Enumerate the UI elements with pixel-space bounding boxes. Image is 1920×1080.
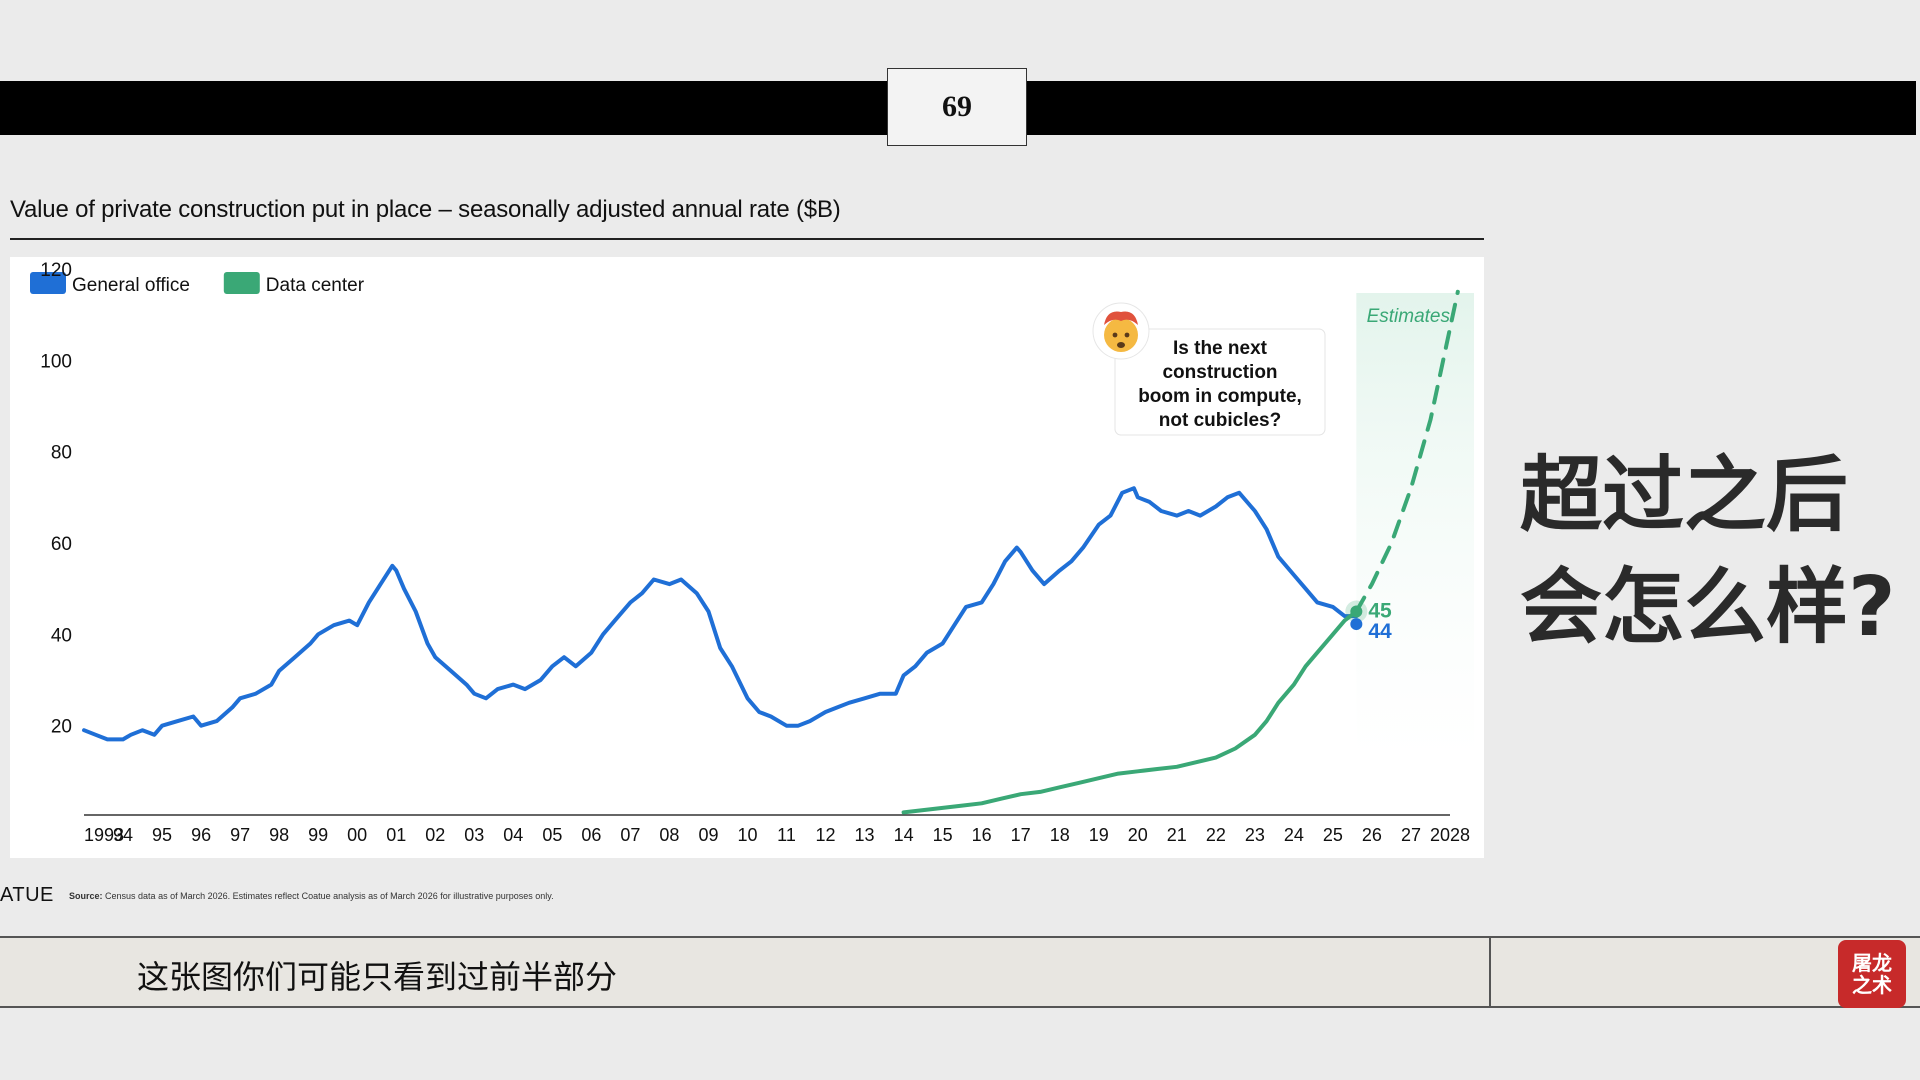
x-tick-label-10: 03 — [464, 825, 484, 845]
y-tick-label-4: 100 — [40, 351, 72, 372]
x-tick-label-0: 1993 — [84, 825, 124, 845]
x-tick-label-11: 04 — [503, 825, 523, 845]
x-tick-label-15: 08 — [659, 825, 679, 845]
legend-swatch-0 — [30, 272, 66, 294]
office-end-point — [1350, 618, 1363, 631]
channel-logo-text: 屠龙之术 — [1852, 951, 1892, 997]
brand-wordmark: ATUE — [0, 884, 54, 906]
page-number: 69 — [942, 90, 972, 123]
mind-blown-emoji-icon — [1104, 318, 1138, 352]
x-tick-label-31: 24 — [1284, 825, 1304, 845]
x-tick-label-30: 23 — [1245, 825, 1265, 845]
legend-label-1: Data center — [266, 275, 365, 296]
x-tick-label-29: 22 — [1206, 825, 1226, 845]
x-tick-label-35: 2028 — [1430, 825, 1470, 845]
x-tick-label-7: 00 — [347, 825, 367, 845]
x-tick-label-13: 06 — [581, 825, 601, 845]
source-text: Census data as of March 2026. Estimates … — [105, 891, 554, 901]
series-line-data-center-estimate — [1354, 289, 1460, 614]
channel-logo: 屠龙之术 — [1838, 940, 1906, 1008]
subtitle-divider — [1489, 938, 1491, 1006]
x-tick-label-1: 94 — [113, 825, 133, 845]
overlay-heading: 超过之后 会怎么样? — [1520, 440, 1910, 664]
series-line-data-center — [901, 609, 1359, 815]
x-tick-label-19: 12 — [816, 825, 836, 845]
x-tick-label-34: 27 — [1401, 825, 1421, 845]
x-tick-label-6: 99 — [308, 825, 328, 845]
x-tick-label-25: 18 — [1050, 825, 1070, 845]
subtitle-text: 这张图你们可能只看到过前半部分 — [137, 958, 618, 996]
overlay-heading-line-1: 超过之后 — [1520, 448, 1849, 543]
emoji-eye-left — [1112, 332, 1118, 338]
annotation-line-1: construction — [1162, 362, 1277, 383]
source-label: Source: — [69, 891, 103, 901]
emoji-burst-shape — [1104, 311, 1138, 325]
line-chart: Estimates General office Data center 20 40 60… — [30, 260, 1474, 845]
emoji-eye-right — [1124, 332, 1130, 338]
title-divider — [10, 238, 1484, 240]
annotation-line-2: boom in compute, — [1138, 386, 1302, 407]
subtitle-bar: 这张图你们可能只看到过前半部分 — [0, 936, 1920, 1008]
overlay-heading-line-2: 会怎么样? — [1520, 560, 1896, 655]
x-tick-label-28: 21 — [1167, 825, 1187, 845]
emoji-mouth — [1117, 342, 1125, 348]
x-tick-label-21: 14 — [894, 825, 914, 845]
y-tick-label-5: 120 — [40, 260, 72, 281]
x-tick-label-14: 07 — [620, 825, 640, 845]
x-tick-label-22: 15 — [933, 825, 953, 845]
datacenter-end-point — [1350, 605, 1363, 618]
x-tick-label-9: 02 — [425, 825, 445, 845]
annotation-line-0: Is the next — [1173, 338, 1268, 359]
x-tick-label-2: 95 — [152, 825, 172, 845]
x-tick-label-27: 20 — [1128, 825, 1148, 845]
chart-panel: Estimates General office Data center 20 40 60… — [10, 257, 1484, 858]
x-tick-label-5: 98 — [269, 825, 289, 845]
x-tick-label-4: 97 — [230, 825, 250, 845]
estimates-region — [1356, 293, 1474, 763]
page-number-badge: 69 — [887, 68, 1027, 146]
x-tick-label-20: 13 — [855, 825, 875, 845]
x-tick-label-16: 09 — [698, 825, 718, 845]
x-tick-label-26: 19 — [1089, 825, 1109, 845]
legend-label-0: General office — [72, 275, 190, 296]
series-line-general-office — [82, 486, 1359, 742]
y-tick-label-3: 80 — [51, 443, 72, 464]
estimates-label: Estimates — [1367, 306, 1451, 327]
x-tick-label-18: 11 — [777, 825, 796, 845]
x-tick-label-23: 16 — [972, 825, 992, 845]
x-tick-label-32: 25 — [1323, 825, 1343, 845]
y-tick-label-0: 20 — [51, 717, 72, 738]
x-tick-label-8: 01 — [386, 825, 406, 845]
y-tick-label-2: 60 — [51, 534, 72, 555]
x-tick-label-33: 26 — [1362, 825, 1382, 845]
x-tick-label-3: 96 — [191, 825, 211, 845]
x-tick-label-17: 10 — [737, 825, 757, 845]
x-tick-label-12: 05 — [542, 825, 562, 845]
source-note: Source: Census data as of March 2026. Es… — [69, 891, 554, 901]
annotation-line-3: not cubicles? — [1159, 410, 1281, 431]
annotation-box — [1114, 328, 1326, 436]
office-end-label: 44 — [1368, 620, 1392, 643]
legend-swatch-1 — [223, 272, 260, 294]
datacenter-end-label: 45 — [1368, 600, 1392, 623]
x-tick-label-24: 17 — [1011, 825, 1031, 845]
y-tick-label-1: 40 — [51, 625, 72, 646]
chart-title: Value of private construction put in pla… — [10, 196, 841, 223]
